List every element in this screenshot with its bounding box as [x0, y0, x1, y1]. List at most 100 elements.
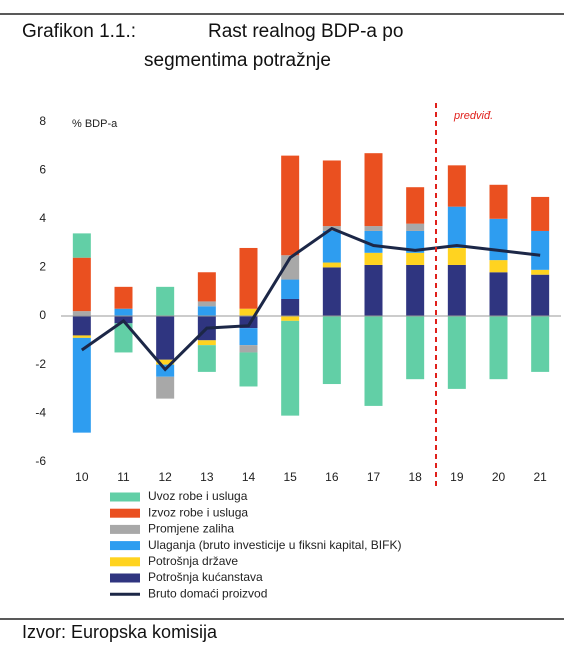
- x-tick-label: 17: [367, 470, 381, 484]
- bar-segment: [447, 316, 466, 389]
- legend-label: Ulaganja (bruto investicije u fiksni kap…: [148, 538, 401, 552]
- legend-label: Bruto domaći proizvod: [148, 586, 267, 600]
- x-tick-label: 16: [325, 470, 339, 484]
- bar-segment: [364, 264, 383, 316]
- bar-segment: [114, 308, 133, 316]
- bar-segment: [156, 316, 175, 360]
- bar-segment: [364, 316, 383, 406]
- bar-segment: [72, 257, 91, 312]
- bar-segment: [114, 323, 133, 353]
- bar-segment: [281, 279, 300, 299]
- bar-segment: [281, 255, 300, 280]
- y-tick-label: 4: [39, 211, 46, 225]
- source: Izvor: Europska komisija: [22, 622, 218, 642]
- bar-segment: [322, 160, 341, 227]
- bar-segment: [322, 262, 341, 268]
- bar-segment: [364, 153, 383, 227]
- bar-segment: [406, 223, 425, 231]
- x-tick-label: 15: [283, 470, 297, 484]
- y-tick-label: 0: [39, 308, 46, 322]
- bar-segment: [406, 187, 425, 224]
- bar-segment: [72, 233, 91, 258]
- bar-segment: [447, 247, 466, 265]
- chart-title: Grafikon 1.1.:: [22, 21, 136, 42]
- bar-segment: [72, 311, 91, 316]
- bar-segment: [489, 184, 508, 219]
- legend-swatch: [110, 492, 140, 502]
- bar-segment: [281, 298, 300, 316]
- bar-segment: [531, 316, 550, 372]
- bar-segment: [281, 155, 300, 256]
- bar-segment: [406, 264, 425, 316]
- gdp-line: [80, 226, 541, 372]
- x-tick-label: 10: [75, 470, 89, 484]
- y-tick-label: -2: [35, 357, 46, 371]
- bar-segment: [72, 337, 91, 433]
- y-tick-label: 6: [39, 162, 46, 176]
- bar-segment: [156, 286, 175, 316]
- bar-segment: [322, 267, 341, 316]
- x-tick-label: 18: [408, 470, 422, 484]
- bar-segment: [489, 218, 508, 261]
- y-tick-label: -4: [35, 405, 46, 419]
- y-tick-label: 2: [39, 260, 46, 274]
- bar-segment: [281, 320, 300, 416]
- bar-segment: [447, 165, 466, 207]
- bar-segment: [531, 269, 550, 275]
- legend-swatch: [110, 524, 140, 534]
- forecast-label: predviđ.: [453, 110, 493, 122]
- y-axis-label: % BDP-a: [72, 118, 118, 130]
- legend-swatch: [110, 541, 140, 551]
- y-tick-label: -6: [35, 454, 46, 468]
- bar-segment: [531, 230, 550, 270]
- bar-segment: [489, 272, 508, 316]
- bar-segment: [156, 359, 175, 365]
- bar-segment: [197, 306, 216, 316]
- bar-segment: [531, 274, 550, 316]
- bar-segment: [447, 264, 466, 316]
- bar-segment: [114, 286, 133, 309]
- bar-segment: [239, 247, 258, 309]
- x-tick-label: 12: [158, 470, 172, 484]
- bar-segment: [406, 316, 425, 380]
- bar-segment: [489, 260, 508, 273]
- bar-segment: [156, 376, 175, 399]
- legend-label: Promjene zaliha: [148, 522, 234, 536]
- x-tick-label: 11: [117, 470, 130, 484]
- x-tick-label: 14: [242, 470, 256, 484]
- bar-segment: [239, 352, 258, 387]
- y-tick-label: 8: [39, 114, 46, 128]
- bar-segment: [531, 196, 550, 231]
- bar-segment: [364, 226, 383, 231]
- bar-segment: [281, 316, 300, 321]
- bar-segment: [322, 230, 341, 263]
- bar-segment: [239, 328, 258, 346]
- bar-segment: [447, 206, 466, 248]
- chart-subtitle: Rast realnog BDP-a po segmentima potražnj…: [144, 21, 403, 71]
- legend-swatch: [110, 557, 140, 567]
- legend-swatch: [110, 573, 140, 583]
- bar-segment: [489, 316, 508, 380]
- legend-label: Izvoz robe i usluga: [148, 505, 248, 519]
- bar-segment: [197, 301, 216, 307]
- bar-segment: [197, 272, 216, 302]
- bar-segment: [364, 252, 383, 265]
- bar-segment: [72, 335, 91, 338]
- legend-label: Potrošnja kućanstava: [148, 570, 263, 584]
- bar-segment: [406, 252, 425, 265]
- x-tick-label: 21: [533, 470, 547, 484]
- bar-segment: [197, 345, 216, 372]
- legend-swatch: [110, 508, 140, 518]
- bar-segment: [197, 340, 216, 346]
- bar-segment: [72, 316, 91, 336]
- legend-label: Uvoz robe i usluga: [148, 489, 248, 503]
- bar-segment: [322, 316, 341, 385]
- legend-label: Potrošnja države: [148, 554, 238, 568]
- bar-segment: [406, 230, 425, 253]
- bar-segment: [239, 308, 258, 316]
- bar-segment: [239, 345, 258, 353]
- x-tick-label: 20: [492, 470, 506, 484]
- x-tick-label: 13: [200, 470, 214, 484]
- x-tick-label: 19: [450, 470, 464, 484]
